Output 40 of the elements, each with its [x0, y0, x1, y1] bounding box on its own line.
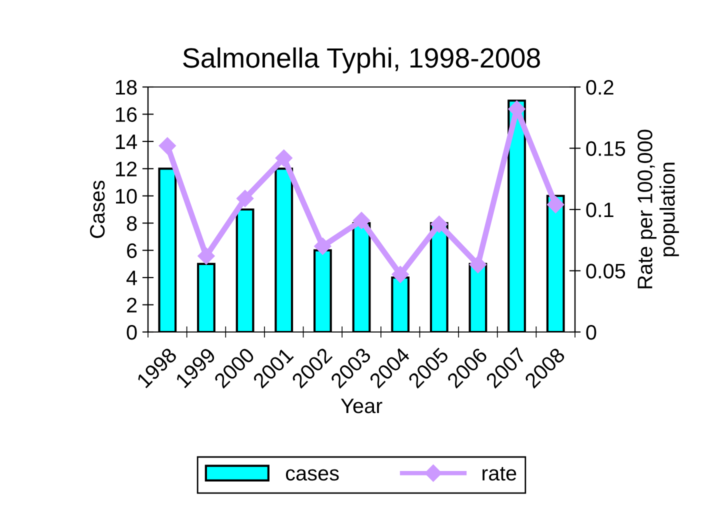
point — [275, 150, 292, 167]
y-tick-label: 18 — [116, 80, 137, 95]
y-tick-label: 14 — [116, 134, 137, 149]
y2-tick-label: 0.15 — [586, 141, 626, 156]
bar — [274, 168, 294, 332]
y2-tick-label: 0.1 — [586, 202, 614, 218]
y-tick-label: 2 — [127, 298, 137, 312]
y-tick-label: 8 — [126, 216, 137, 231]
bar — [546, 194, 565, 332]
y2-tick-label: 0 — [586, 325, 596, 340]
bar — [352, 222, 371, 332]
y-tick-label: 16 — [116, 107, 137, 122]
bar — [313, 249, 332, 332]
y2-axis-title: Rate per 100,000 population — [638, 130, 679, 288]
point — [392, 266, 409, 283]
y2-tick-label: 0.05 — [586, 264, 626, 279]
legend-label: rate — [482, 466, 516, 481]
point — [314, 238, 332, 255]
point — [198, 248, 215, 265]
point — [469, 256, 487, 274]
point — [158, 137, 176, 154]
y-tick-label: 4 — [126, 270, 137, 286]
x-axis-title: Year — [340, 398, 382, 414]
point — [430, 216, 448, 233]
y2-tick-label: 0.2 — [586, 80, 614, 95]
legend-label: cases — [286, 469, 339, 481]
bar — [197, 262, 216, 332]
y-tick-label: 0 — [126, 325, 137, 340]
y-tick-label: 12 — [116, 162, 137, 176]
point — [236, 190, 254, 208]
y-tick-label: 6 — [127, 243, 137, 258]
y-tick-label: 10 — [116, 188, 137, 204]
chart-title: Salmonella Typhi, 1998-2008 — [183, 47, 540, 74]
bar — [158, 168, 177, 332]
y-axis-title: Cases — [90, 180, 105, 238]
point — [547, 196, 564, 214]
point — [352, 212, 370, 230]
bar — [391, 276, 410, 332]
bar — [236, 208, 254, 332]
bar — [430, 222, 448, 332]
